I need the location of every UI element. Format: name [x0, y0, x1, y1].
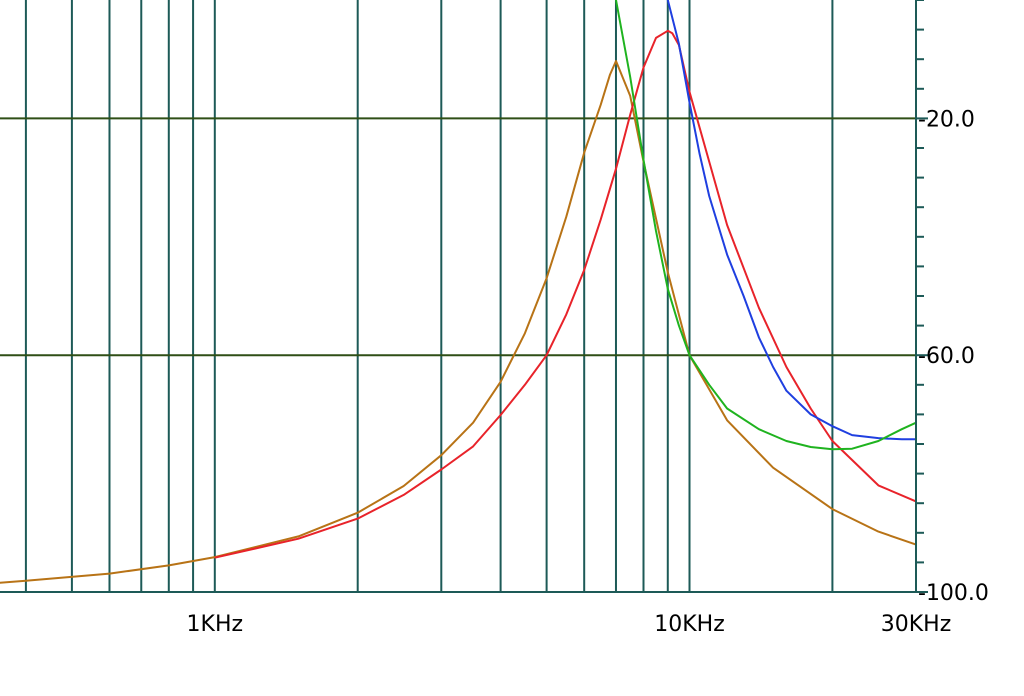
y-axis	[915, 0, 928, 593]
horizontal-grid	[0, 117, 916, 593]
y-tick-label: -100.0	[918, 581, 989, 606]
y-tick-label: -20.0	[918, 107, 975, 132]
x-tick-label: 30KHz	[881, 612, 952, 637]
series-line-1	[0, 60, 917, 584]
tick-labels: -20.0 -60.0 -100.0 1KHz 10KHz 30KHz	[187, 107, 989, 637]
series-line-2	[214, 29, 917, 559]
x-tick-label: 10KHz	[654, 612, 725, 637]
series-line-4	[615, 0, 917, 451]
series-layer	[0, 0, 917, 584]
vertical-grid	[24, 0, 834, 592]
y-tick-label: -60.0	[918, 344, 975, 369]
series-line-3	[666, 0, 916, 441]
x-tick-label: 1KHz	[187, 612, 244, 637]
